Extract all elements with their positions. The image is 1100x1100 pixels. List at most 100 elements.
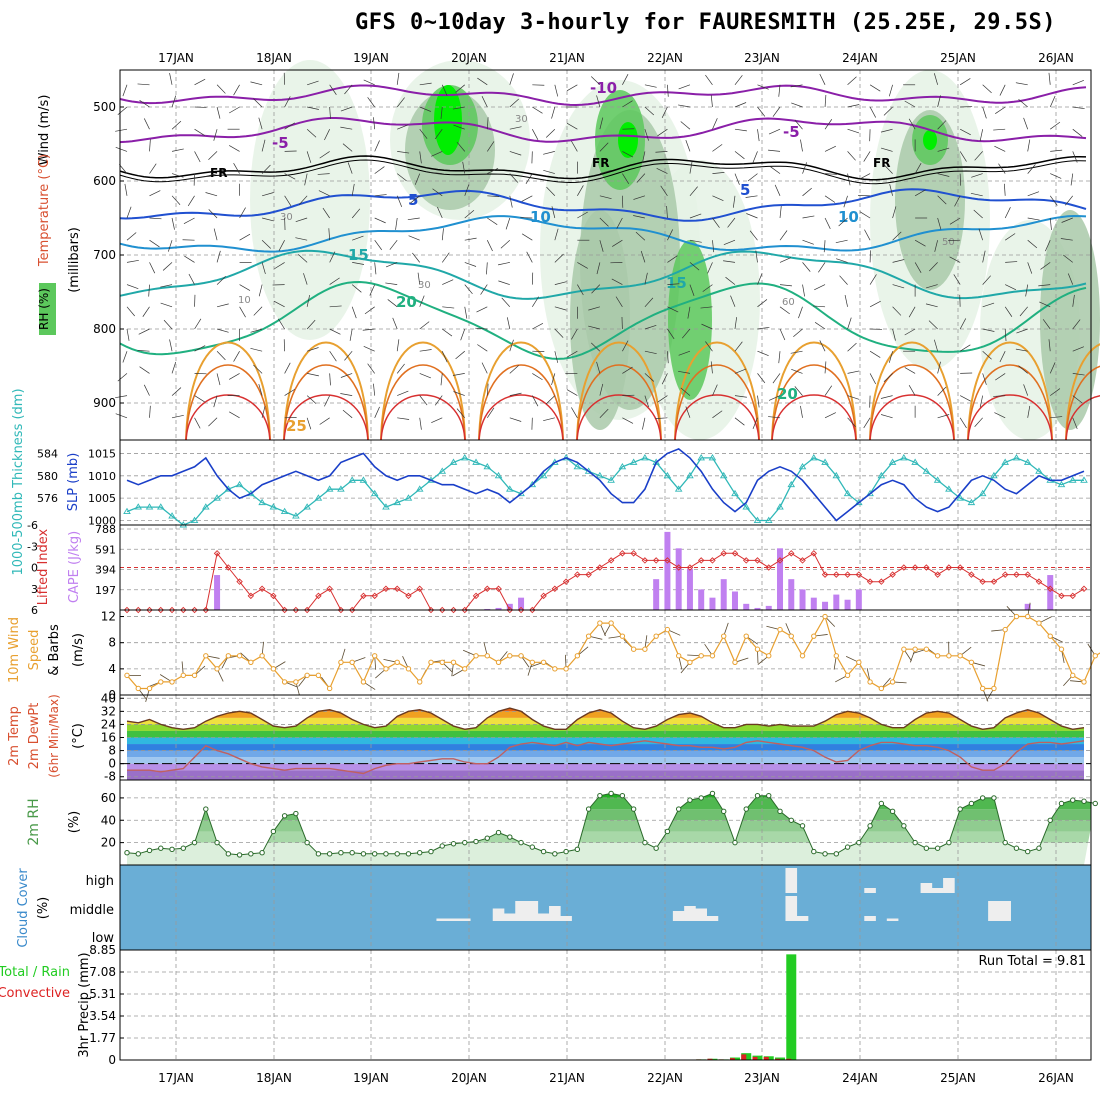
wind10m-speed-line-point [889, 679, 896, 685]
wind-barb [551, 206, 556, 219]
wind-barb [532, 373, 543, 381]
wind-barb [599, 117, 604, 130]
wind-barb [914, 163, 922, 174]
lifted-index-line-point [270, 592, 277, 600]
wind-barb [778, 84, 781, 97]
rh2m-line-point [1058, 800, 1065, 807]
wind-barb [486, 240, 493, 252]
rh-contour-label: 30 [515, 114, 528, 125]
rh2m-line-point [214, 839, 220, 846]
wind-barb [615, 296, 623, 307]
wind-barb [798, 306, 803, 319]
rh2m-line-point [417, 849, 423, 856]
wind-barb [475, 327, 488, 330]
wind-barb [208, 209, 218, 219]
thickness-line-point [449, 458, 458, 465]
wind-barb [710, 361, 713, 374]
wind-barb [194, 345, 206, 352]
thickness-line-point [156, 503, 165, 510]
wind-barb [329, 328, 341, 335]
wind-barb [1004, 306, 1013, 317]
rh2m-line-point [923, 845, 930, 851]
wind-barb [419, 295, 425, 307]
wind-barb [622, 366, 633, 374]
wind-barb [596, 262, 601, 275]
rh2m-line-point [326, 851, 333, 857]
wind-barb [640, 250, 646, 263]
rh2m-line-point [743, 806, 749, 812]
ylabel-temp-3: (6hr Min/Max) [47, 694, 61, 778]
cape-bar [765, 605, 772, 610]
wind-barb [213, 129, 218, 141]
wind-barb [117, 373, 128, 382]
wind-barb [1072, 106, 1085, 110]
thickness-line-point [697, 454, 705, 461]
wind-barb [253, 98, 263, 108]
wind-barb [213, 228, 218, 241]
rh2m-line-point [507, 834, 513, 840]
wind-barb [477, 77, 488, 86]
rh2m-line-point [867, 823, 873, 829]
temp-band [127, 737, 1084, 745]
wind-barb [1045, 240, 1051, 252]
wind-barb [819, 340, 826, 352]
wind-barb [1027, 139, 1031, 152]
wind-barb [824, 217, 831, 229]
rh2m-line-point [675, 806, 682, 812]
wind-barb [194, 128, 205, 136]
wind10m-speed-line-point [326, 685, 333, 692]
wind-barb [768, 395, 781, 401]
wind-barb [710, 95, 713, 108]
wind-barb [1050, 173, 1062, 179]
top-day-label: 24JAN [842, 51, 878, 65]
wind-barb [115, 146, 128, 152]
lifted-index-line-point [472, 592, 480, 600]
bottom-day-label: 20JAN [451, 1071, 487, 1085]
wind10m-speed-line-point [371, 653, 378, 659]
temp-band [127, 717, 1084, 725]
wind-barb [374, 239, 383, 251]
wind10m-speed-line-point [585, 633, 592, 639]
wind-barb [700, 306, 713, 309]
wind-barb [351, 183, 355, 196]
wind-barb [908, 306, 916, 318]
wind-barb [656, 168, 668, 174]
wind10m-speed-line-point [484, 653, 490, 659]
cape-tick-label: 591 [95, 543, 116, 556]
wind10m-speed-line-point [169, 679, 175, 685]
wind10m-speed-line-point [248, 659, 254, 666]
wind-barb [229, 145, 240, 152]
wind-barb [419, 417, 422, 430]
wind10m-speed-line-point [552, 666, 558, 672]
cloud-bar-middle [560, 916, 572, 921]
wind-barb [926, 284, 938, 289]
rh2m-line-point [1036, 845, 1042, 851]
wind-barb [419, 349, 432, 352]
wind-barb [149, 217, 162, 220]
cloud-tick-label: middle [70, 903, 114, 918]
precip-conv-bar [707, 1058, 713, 1060]
wind10m-speed-line-point [608, 620, 614, 626]
wind-barb [577, 211, 588, 219]
rh2m-line-point [270, 828, 277, 835]
rh2m-line-point [653, 845, 659, 851]
slp-tick-label: 1005 [88, 492, 116, 505]
cape-tick-label: 394 [95, 564, 116, 577]
wind-barb [261, 239, 271, 249]
wind10m-speed-line-point [822, 613, 828, 620]
lifted-index-line-point [574, 571, 581, 578]
wind-barb [440, 106, 443, 119]
wind-barb [171, 120, 182, 130]
wind-barb [261, 139, 266, 152]
wind-barb [959, 151, 967, 162]
wind-barb [306, 294, 310, 307]
thickness-line-point [472, 458, 480, 465]
top-day-label: 20JAN [451, 51, 487, 65]
cloud-bar-middle [458, 918, 471, 921]
wind-barb [995, 106, 1006, 115]
wind-barb [937, 195, 947, 205]
wind-barb [374, 406, 380, 418]
wind-barb [329, 277, 340, 285]
wind-barb [880, 128, 893, 133]
lifted-index-line-point [416, 585, 423, 592]
